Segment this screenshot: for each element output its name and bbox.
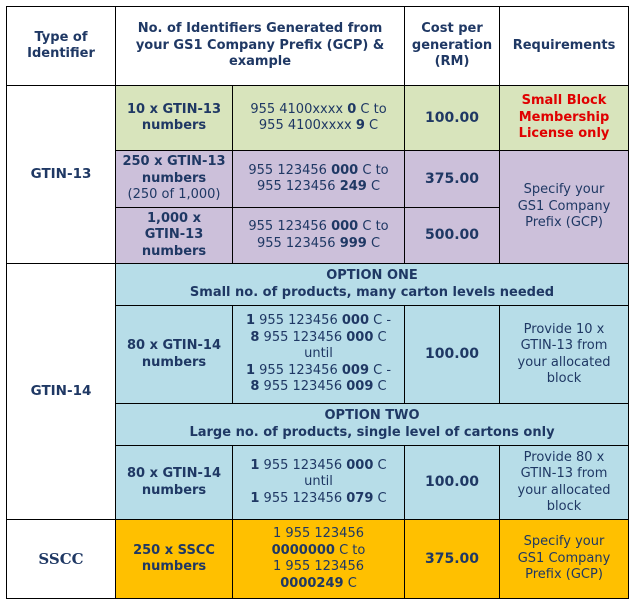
example-text: C to (358, 219, 389, 234)
type-sscc: SSCC (6, 519, 116, 599)
example-text: C (366, 179, 381, 194)
example-bold: 000 (331, 219, 359, 234)
requirement-cell: Specify your GS1 Company Prefix (GCP) (499, 519, 630, 599)
qty-subtext: (250 of 1,000) (127, 187, 221, 203)
header-type: Type of Identifier (6, 6, 116, 86)
example-text: 955 123456 (259, 457, 347, 473)
example-bold: 8 (250, 379, 260, 395)
example-bold: 9 (355, 118, 365, 133)
example-cell: 1 955 123456 000 C until 1 955 123456 07… (231, 445, 406, 520)
table-row: SSCC 250 x SSCC numbers 1 955 123456 000… (6, 519, 630, 599)
example-text: 955 4100xxxx (258, 118, 356, 133)
table-row: 80 x GTIN-14 numbers 1 955 123456 000 C … (7, 445, 630, 520)
example-text: 955 123456 (248, 219, 332, 234)
example-bold: 1 (245, 313, 256, 329)
example-bold: 1 (245, 362, 256, 378)
example-bold: 0 (347, 101, 357, 117)
qty-cell: 1,000 x GTIN-13 numbers (115, 207, 233, 264)
table-row: 80 x GTIN-14 numbers 1 955 123456 000 C … (7, 305, 630, 404)
cost-cell: 375.00 (404, 150, 501, 208)
example-text: C (373, 379, 387, 395)
example-text: C (373, 457, 387, 473)
example-text: 955 123456 (248, 162, 332, 178)
option-two-heading: OPTION TWO Large no. of products, single… (114, 403, 630, 446)
option-description: Large no. of products, single level of c… (189, 424, 555, 440)
example-bold: 079 (346, 490, 374, 506)
qty-cell: 250 x GTIN-13 numbers (250 of 1,000) (115, 150, 233, 208)
example-text: 955 123456 (259, 490, 347, 506)
cost-cell: 500.00 (404, 207, 501, 264)
cost-cell: 100.00 (404, 445, 501, 520)
example-text: 955 123456 (256, 235, 340, 251)
requirement-cell: Provide 10 x GTIN-13 from your allocated… (499, 305, 630, 404)
example-text: C (373, 490, 387, 506)
option-one-row: GTIN-14 OPTION ONE Small no. of products… (6, 263, 630, 520)
example-until: until (304, 346, 333, 362)
example-until: until (304, 474, 333, 490)
example-text: 955 123456 (259, 379, 347, 395)
table-row: 250 x GTIN-13 numbers (250 of 1,000) 955… (7, 150, 630, 264)
example-bold: 0000249 (280, 575, 344, 591)
option-title: OPTION ONE (326, 268, 418, 283)
qty-cell: 10 x GTIN-13 numbers (115, 85, 233, 151)
table-row: GTIN-13 10 x GTIN-13 numbers 955 4100xxx… (6, 85, 630, 264)
example-cell: 955 123456 000 C to 955 123456 249 C (231, 150, 406, 208)
type-gtin13: GTIN-13 (6, 85, 116, 264)
header-row: Type of Identifier No. of Identifiers Ge… (6, 6, 630, 86)
example-text: 1 955 123456 (273, 526, 364, 541)
example-bold: 000 (331, 162, 359, 178)
example-cell: 955 4100xxxx 0 C to 955 4100xxxx 9 C (231, 85, 406, 151)
cost-cell: 375.00 (404, 519, 501, 599)
header-cost: Cost per generation (RM) (404, 6, 501, 86)
example-text: 955 123456 (255, 362, 342, 378)
requirement-cell: Small Block Membership License only (499, 85, 630, 151)
header-numbers: No. of Identifiers Generated from your G… (114, 6, 406, 86)
option-description: Small no. of products, many carton level… (189, 284, 555, 300)
example-text: 955 4100xxxx (250, 101, 348, 117)
cost-cell: 100.00 (404, 305, 501, 404)
example-bold: 009 (346, 379, 374, 395)
example-text: C (366, 235, 381, 251)
example-cell: 1 955 123456 0000000 C to 1 955 123456 0… (231, 519, 406, 599)
qty-cell: 80 x GTIN-14 numbers (115, 305, 233, 404)
example-text: C (343, 575, 357, 591)
example-text: C to (334, 542, 366, 558)
requirement-cell: Provide 80 x GTIN-13 from your allocated… (499, 445, 630, 520)
gs1-pricing-table: Type of Identifier No. of Identifiers Ge… (6, 6, 630, 599)
example-cell: 1 955 123456 000 C - 8 955 123456 000 C … (231, 305, 406, 404)
qty-cell: 250 x SSCC numbers (115, 519, 233, 599)
example-text: C (373, 329, 387, 345)
option-title: OPTION TWO (324, 408, 420, 423)
table-row: 1,000 x GTIN-13 numbers 955 123456 000 C… (7, 207, 629, 264)
header-requirements: Requirements (499, 6, 630, 86)
example-bold: 999 (339, 235, 367, 251)
example-bold: 249 (339, 179, 367, 194)
example-bold: 1 (250, 457, 260, 473)
example-text: 955 123456 (255, 313, 342, 329)
example-cell: 955 123456 000 C to 955 123456 999 C (231, 207, 406, 264)
example-text: 955 123456 (259, 329, 347, 345)
cost-cell: 100.00 (404, 85, 501, 151)
example-text: 955 123456 (256, 179, 340, 194)
example-bold: 000 (341, 313, 369, 329)
example-bold: 8 (250, 329, 260, 345)
example-bold: 1 (250, 490, 260, 506)
option-two-row: OPTION TWO Large no. of products, single… (7, 403, 630, 446)
example-bold: 0000000 (271, 542, 335, 558)
qty-cell: 80 x GTIN-14 numbers (115, 445, 233, 520)
example-text: C to (358, 162, 389, 178)
requirement-cell: Specify your GS1 Company Prefix (GCP) (499, 150, 630, 264)
example-bold: 000 (346, 329, 374, 345)
example-text: C (364, 118, 379, 133)
example-text: 1 955 123456 (273, 559, 364, 574)
example-text: C to (356, 101, 387, 117)
example-text: C - (369, 362, 392, 378)
example-bold: 009 (341, 362, 369, 378)
option-one-heading: OPTION ONE Small no. of products, many c… (114, 263, 630, 306)
example-bold: 000 (346, 457, 374, 473)
type-gtin14: GTIN-14 (6, 263, 116, 520)
qty-text: 250 x GTIN-13 numbers (122, 154, 226, 186)
example-text: C - (369, 313, 392, 329)
